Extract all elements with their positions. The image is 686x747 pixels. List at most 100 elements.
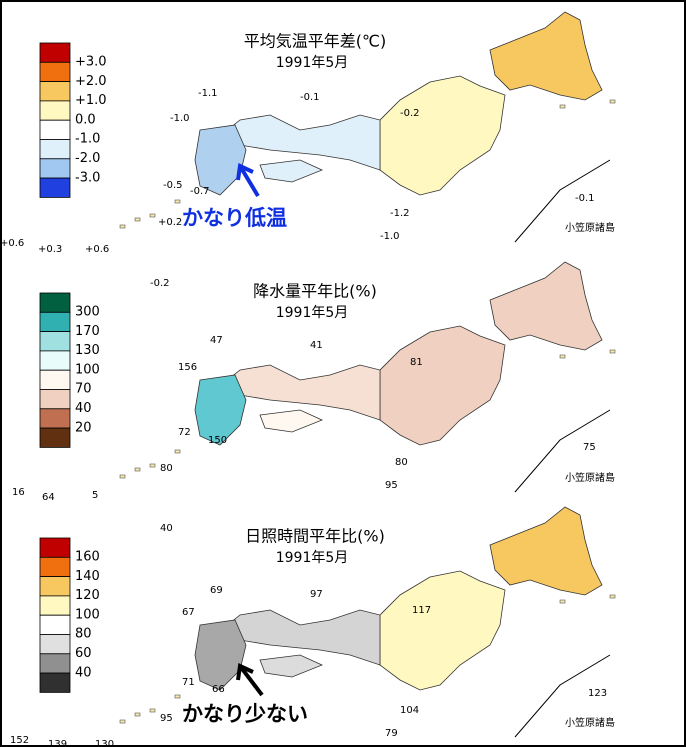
legend-label: 40 — [75, 401, 92, 416]
legend-box — [39, 614, 71, 635]
legend-label: 170 — [75, 324, 100, 339]
island — [134, 712, 141, 717]
panel-subtitle: 1991年5月 — [276, 55, 349, 71]
arrow-head — [236, 663, 254, 681]
station-value: 64 — [42, 492, 55, 503]
station-value: 104 — [400, 705, 419, 716]
panel: 降水量平年比(%) 1991年5月 300 170 130 100 70 40 20 47 41 81… — [12, 261, 616, 534]
region-kyushu — [194, 124, 247, 196]
station-value: 95 — [160, 713, 173, 724]
panel-title: 日照時間平年比(%) — [245, 527, 385, 546]
station-value: +0.2 — [158, 217, 182, 228]
region-east — [379, 570, 506, 691]
legend-box — [39, 158, 71, 179]
legend-box — [39, 556, 71, 577]
station-value: +0.6 — [85, 244, 109, 255]
panel: 日照時間平年比(%) 1991年5月 160 140 120 100 80 60 40 69 97 6… — [10, 506, 616, 747]
region-east — [379, 75, 506, 196]
island — [609, 594, 616, 599]
region-shikoku — [259, 409, 324, 433]
station-value: 69 — [210, 585, 223, 596]
legend-box — [39, 331, 71, 352]
legend-box — [39, 369, 71, 390]
legend-label: -1.0 — [75, 132, 100, 147]
station-value: 152 — [10, 735, 29, 746]
station-value: 130 — [95, 739, 114, 747]
annotation-arrow — [238, 664, 264, 697]
island — [609, 99, 616, 104]
region-shikoku — [259, 159, 324, 183]
region-hokkaido — [489, 11, 603, 101]
region-east — [379, 325, 506, 446]
region-hokkaido — [489, 506, 603, 596]
inset-frame — [514, 159, 611, 243]
legend-box — [39, 537, 71, 558]
station-value: 16 — [12, 487, 25, 498]
legend-label: 140 — [75, 569, 100, 584]
inset-frame — [514, 654, 611, 738]
legend-box — [39, 350, 71, 371]
legend-label: 80 — [75, 627, 92, 642]
legend-box — [39, 177, 71, 198]
legend-label: 60 — [75, 646, 92, 661]
island — [174, 694, 181, 699]
station-value: 97 — [310, 589, 323, 600]
region-shikoku — [259, 654, 324, 678]
panel-title: 降水量平年比(%) — [253, 282, 377, 301]
legend-box — [39, 408, 71, 429]
station-value: 67 — [182, 607, 195, 618]
annotation: かなり低温 — [182, 206, 287, 230]
island — [609, 349, 616, 354]
island — [119, 474, 126, 479]
panel-subtitle: 1991年5月 — [276, 305, 349, 321]
panel-title: 平均気温平年差(℃) — [244, 32, 386, 51]
station-value: 72 — [178, 427, 191, 438]
legend-box — [39, 292, 71, 313]
legend-label: 40 — [75, 665, 92, 680]
legend-label: 0.0 — [75, 112, 96, 127]
station-value: -1.0 — [170, 113, 190, 124]
legend-label: 20 — [75, 420, 92, 435]
station-value: 123 — [588, 688, 607, 699]
region-kyushu — [194, 619, 247, 691]
station-value: -0.1 — [300, 92, 320, 103]
legend-box — [39, 672, 71, 693]
legend-box — [39, 119, 71, 140]
legend-label: 130 — [75, 343, 100, 358]
annotation-arrow — [238, 164, 260, 198]
panel-subtitle: 1991年5月 — [276, 550, 349, 566]
station-value: -0.2 — [400, 108, 420, 119]
inset-frame — [514, 409, 611, 493]
island — [134, 217, 141, 222]
legend-label: 160 — [75, 550, 100, 565]
region-kyushu — [194, 374, 247, 446]
legend-box — [39, 100, 71, 121]
station-value: 80 — [160, 463, 173, 474]
island — [149, 213, 156, 218]
legend-label: +3.0 — [75, 55, 107, 70]
arrow-head — [236, 163, 254, 181]
station-value: 150 — [208, 435, 227, 446]
island — [119, 224, 126, 229]
region-hokkaido — [489, 261, 603, 351]
station-value: 117 — [412, 605, 431, 616]
legend-box — [39, 595, 71, 616]
legend-label: 300 — [75, 305, 100, 320]
station-value: +0.6 — [0, 238, 24, 249]
legend-label: 100 — [75, 607, 100, 622]
inset-label: 小笠原諸島 — [565, 221, 615, 234]
station-value: -1.0 — [380, 231, 400, 242]
legend-box — [39, 634, 71, 655]
station-value: -1.2 — [390, 208, 410, 219]
legend-box — [39, 81, 71, 102]
station-value: -0.1 — [575, 193, 595, 204]
legend-box — [39, 311, 71, 332]
legend-box — [39, 389, 71, 410]
legend-box — [39, 576, 71, 597]
island — [174, 449, 181, 454]
legend-label: 70 — [75, 382, 92, 397]
island — [559, 599, 566, 604]
station-value: 156 — [178, 362, 197, 373]
station-value: -0.5 — [163, 180, 183, 191]
